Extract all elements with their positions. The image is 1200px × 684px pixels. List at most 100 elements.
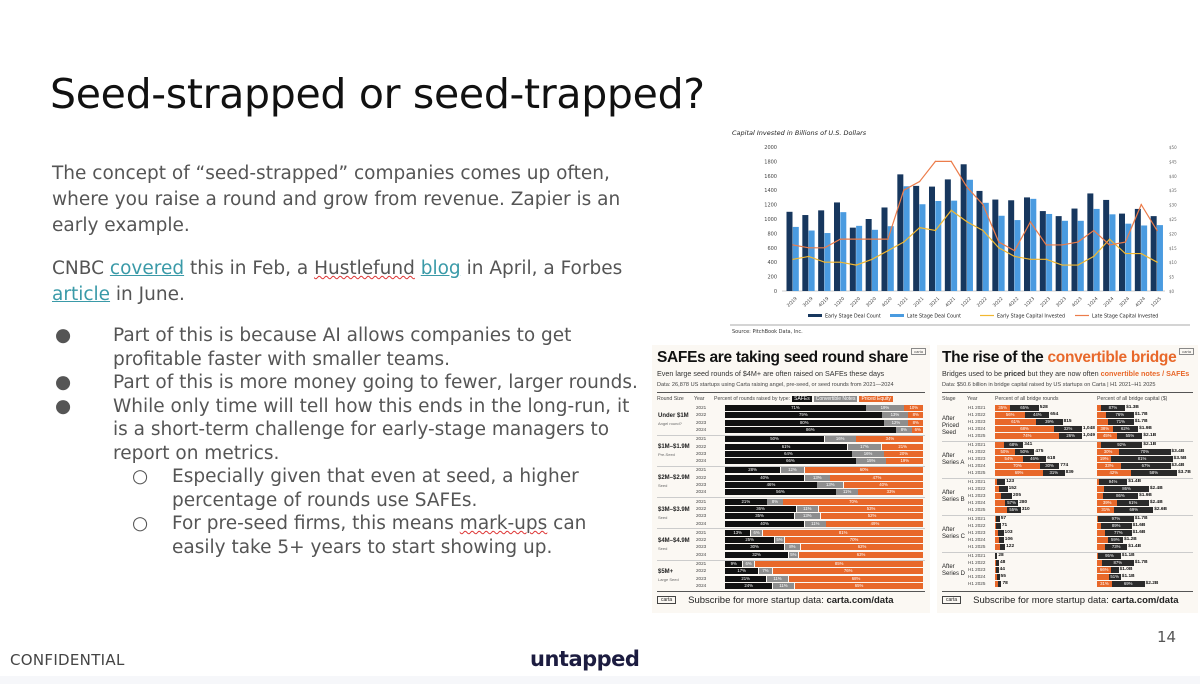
bar-total-label: $3.7B [1178,470,1191,475]
page-number: 14 [1157,628,1177,646]
bar-segment-priced: 97% [1098,516,1134,522]
bar-segment-convertible-notes: 19% [866,405,904,411]
bar-segment-priced: 50% [1014,449,1035,455]
line-late-stage-capital-invested [792,160,1158,252]
bar-segment-convertible-notes: 17% [847,443,882,450]
group-separator [942,514,1193,516]
bar-early-stage-deal-count [944,179,951,291]
bullet-marker: ● [55,325,72,346]
bar-segment-convertible: 42% [1097,470,1131,476]
x-tick: 4Q23 [1071,296,1084,309]
chart-footer: carta Subscribe for more startup data: ca… [942,595,1193,606]
hustlefund-blog-link[interactable]: blog [420,258,461,279]
bar-late-stage-deal-count [871,229,878,291]
bar-segment-convertible: 66% [1097,567,1112,573]
bar-early-stage-deal-count [786,211,793,291]
year-label: 2023 [696,544,707,550]
line-point [1108,244,1111,246]
bar-segment-convertible: 74% [995,433,1060,439]
bar-segment-priced-equity: 33% [858,489,924,496]
carta-data-link[interactable]: carta.com/data [1111,595,1179,606]
x-tick: 4Q24 [1134,296,1147,309]
year-label: 2021 [696,529,707,535]
text: in June. [110,284,185,305]
intro-paragraph: The concept of “seed-strapped” companies… [52,163,621,236]
line-point [1140,203,1142,206]
header-round-size: Round Size [657,396,684,402]
bar-segment-priced: 89% [1100,523,1132,529]
carta-data-link[interactable]: carta.com/data [826,595,894,606]
bar-segment-priced-equity: 60% [804,467,924,474]
chart-title: The rise of the convertible bridge [942,349,1177,367]
title-highlight: convertible bridge [1047,349,1177,366]
bar-segment-priced: 87% [1101,560,1134,566]
year-label: H1 2021 [968,442,986,447]
bullet-text: For pre-seed firms, this means [172,513,460,534]
bar-segment-priced: 86% [1102,493,1139,499]
bar-segment-convertible: 45% [1097,433,1118,439]
bar-segment-safes: 28% [725,467,781,474]
bar-segment-convertible [995,479,998,485]
line-point [950,160,952,163]
line-point [1077,241,1079,243]
bar-segment-priced [999,544,1006,550]
header-text: Percent of rounds raised by type: [714,396,791,402]
bar-total-label: 654 [1050,412,1059,417]
bar-segment-convertible [1097,479,1099,485]
legend-swatch [808,314,822,317]
round-size-label: $3M–$3.9M Seed [658,507,690,521]
bar-total-label: 57 [1000,516,1007,521]
group-separator [657,497,925,499]
line-point [839,261,842,263]
legend-label: Late Stage Deal Count [907,314,961,320]
forbes-article-link[interactable]: article [52,284,111,305]
bar-segment-priced-equity: 6% [912,426,924,433]
bar-segment-convertible [1097,419,1108,425]
bar-segment-priced: 95% [1098,553,1121,559]
bar-segment-convertible-notes: 8% [896,426,912,433]
bar-total-label: 839 [1065,470,1074,475]
year-label: H1 2022 [968,523,986,528]
year-label: 2023 [696,482,707,487]
bar-total-label: $1.9B [1139,426,1152,431]
line-point [887,249,889,252]
subtitle-text: but they are now often [1025,369,1101,378]
group-sublabel: Seed [658,545,668,551]
year-label: H1 2025 [968,433,986,438]
group-separator [657,465,925,467]
line-point [1029,258,1032,261]
bar-segment-priced-equity: 47% [830,474,924,481]
bar-segment-priced-equity: 40% [843,482,924,488]
bar-early-stage-deal-count [1071,208,1078,291]
bar-late-stage-deal-count [1077,220,1084,291]
legend-safes: SAFEs [792,396,812,402]
line-point [1124,252,1127,255]
bar-segment-convertible [1097,530,1105,536]
bar-segment-safes: 66% [725,458,856,465]
bar-segment-priced: 94% [1098,479,1128,485]
bar-segment-convertible: 19% [1097,456,1112,462]
bar-total-label: 280 [1019,500,1028,505]
bar-segment-convertible [995,523,997,529]
year-label: H1 2024 [968,463,986,468]
chart-note: Data: $50.6 billion in bridge capital ra… [942,382,1156,388]
bar-segment-safes: 24% [725,582,773,589]
year-label: H1 2025 [968,507,986,512]
cnbc-covered-link[interactable]: covered [109,258,185,279]
chart-source: Source: PitchBook Data, Inc. [732,329,803,335]
y-left-tick: 0 [774,289,777,295]
text: CNBC [52,258,110,279]
bar-total-label: 528 [1039,405,1048,410]
bar-segment-convertible [995,560,996,566]
y-left-tick: 200 [767,275,777,281]
bar-segment-priced-equity: 68% [788,575,924,582]
x-tick: 1Q24 [1087,296,1100,309]
bar-segment-priced-equity: 8% [908,419,924,426]
line-point [887,238,889,240]
subtitle-bold: priced [1003,369,1026,378]
bar-segment-priced: 71% [1107,419,1134,425]
bar-segment-convertible-notes: 7% [758,568,773,575]
safes-seed-share-chart: SAFEs are taking seed round share carta … [652,345,930,613]
bar-segment-priced-equity: 20% [884,450,924,457]
bar-segment-convertible [995,486,999,492]
